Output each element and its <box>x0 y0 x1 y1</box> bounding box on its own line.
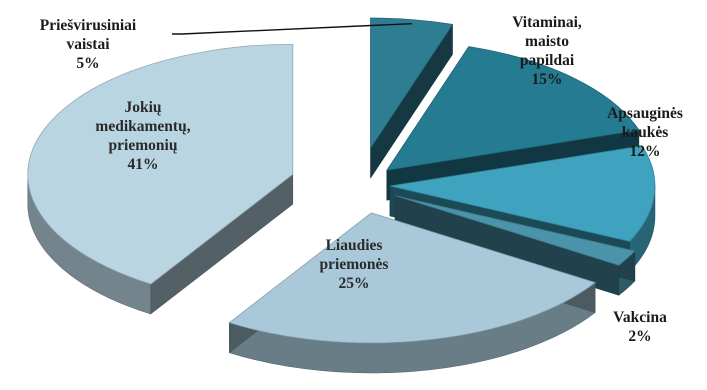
slice-label-line-5-2: priemonių <box>109 137 178 154</box>
pie-slice-4 <box>228 212 596 344</box>
leader-line-0 <box>172 22 413 35</box>
slice-percent-1: 15% <box>532 71 563 88</box>
pie-slice-2 <box>389 145 656 242</box>
slice-label-line-2-0: Apsauginės <box>607 105 683 122</box>
slice-label-line-1-2: papildai <box>520 52 575 69</box>
slice-label-line-0-0: Priešvirusiniai <box>40 17 137 34</box>
slice-percent-4: 25% <box>339 275 370 292</box>
pie-slice-1 <box>386 46 640 171</box>
slice-label-line-2-1: kaukės <box>622 124 669 141</box>
pie-slice-3 <box>394 195 636 266</box>
slice-label-line-5-1: medikamentų, <box>95 118 190 135</box>
slice-labels: Priešvirusiniai vaistai 5% Vitaminai, maisto… <box>40 14 683 345</box>
slice-label-1: Vitaminai, maisto papildai 15% <box>512 14 582 88</box>
slice-label-line-3-0: Vakcina <box>613 309 667 326</box>
slice-label-line-4-1: priemonės <box>320 256 389 273</box>
slice-label-line-1-0: Vitaminai, <box>512 14 582 31</box>
slice-percent-0: 5% <box>76 55 99 72</box>
slice-label-2: Apsauginės kaukės 12% <box>607 105 683 160</box>
slice-percent-5: 41% <box>128 156 159 173</box>
slice-label-5: Jokių medikamentų, priemonių 41% <box>95 99 190 173</box>
slice-tops <box>27 17 656 344</box>
pie-slice-5 <box>27 43 294 285</box>
leader-lines <box>172 22 413 35</box>
pie-slice-0 <box>370 17 454 150</box>
slice-label-line-0-1: vaistai <box>66 36 110 53</box>
slice-label-line-5-0: Jokių <box>124 99 161 116</box>
slice-label-0: Priešvirusiniai vaistai 5% <box>40 17 137 72</box>
slice-label-line-1-1: maisto <box>525 33 569 50</box>
slice-percent-2: 12% <box>630 143 661 160</box>
slice-label-line-4-0: Liaudies <box>326 237 383 254</box>
slice-label-4: Liaudies priemonės 25% <box>320 237 389 292</box>
slice-label-3: Vakcina 2% <box>613 309 667 345</box>
slice-percent-3: 2% <box>628 328 651 345</box>
